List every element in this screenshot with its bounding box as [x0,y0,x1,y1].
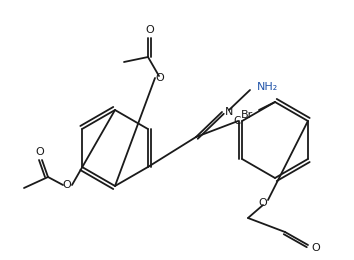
Text: O: O [145,25,154,35]
Text: Br: Br [241,110,253,120]
Text: O: O [63,180,72,190]
Text: O: O [259,198,267,208]
Text: O: O [312,243,320,253]
Text: O: O [156,73,164,83]
Text: NH₂: NH₂ [256,82,278,92]
Text: O: O [36,147,44,157]
Text: N: N [225,107,233,117]
Text: C: C [233,116,241,126]
